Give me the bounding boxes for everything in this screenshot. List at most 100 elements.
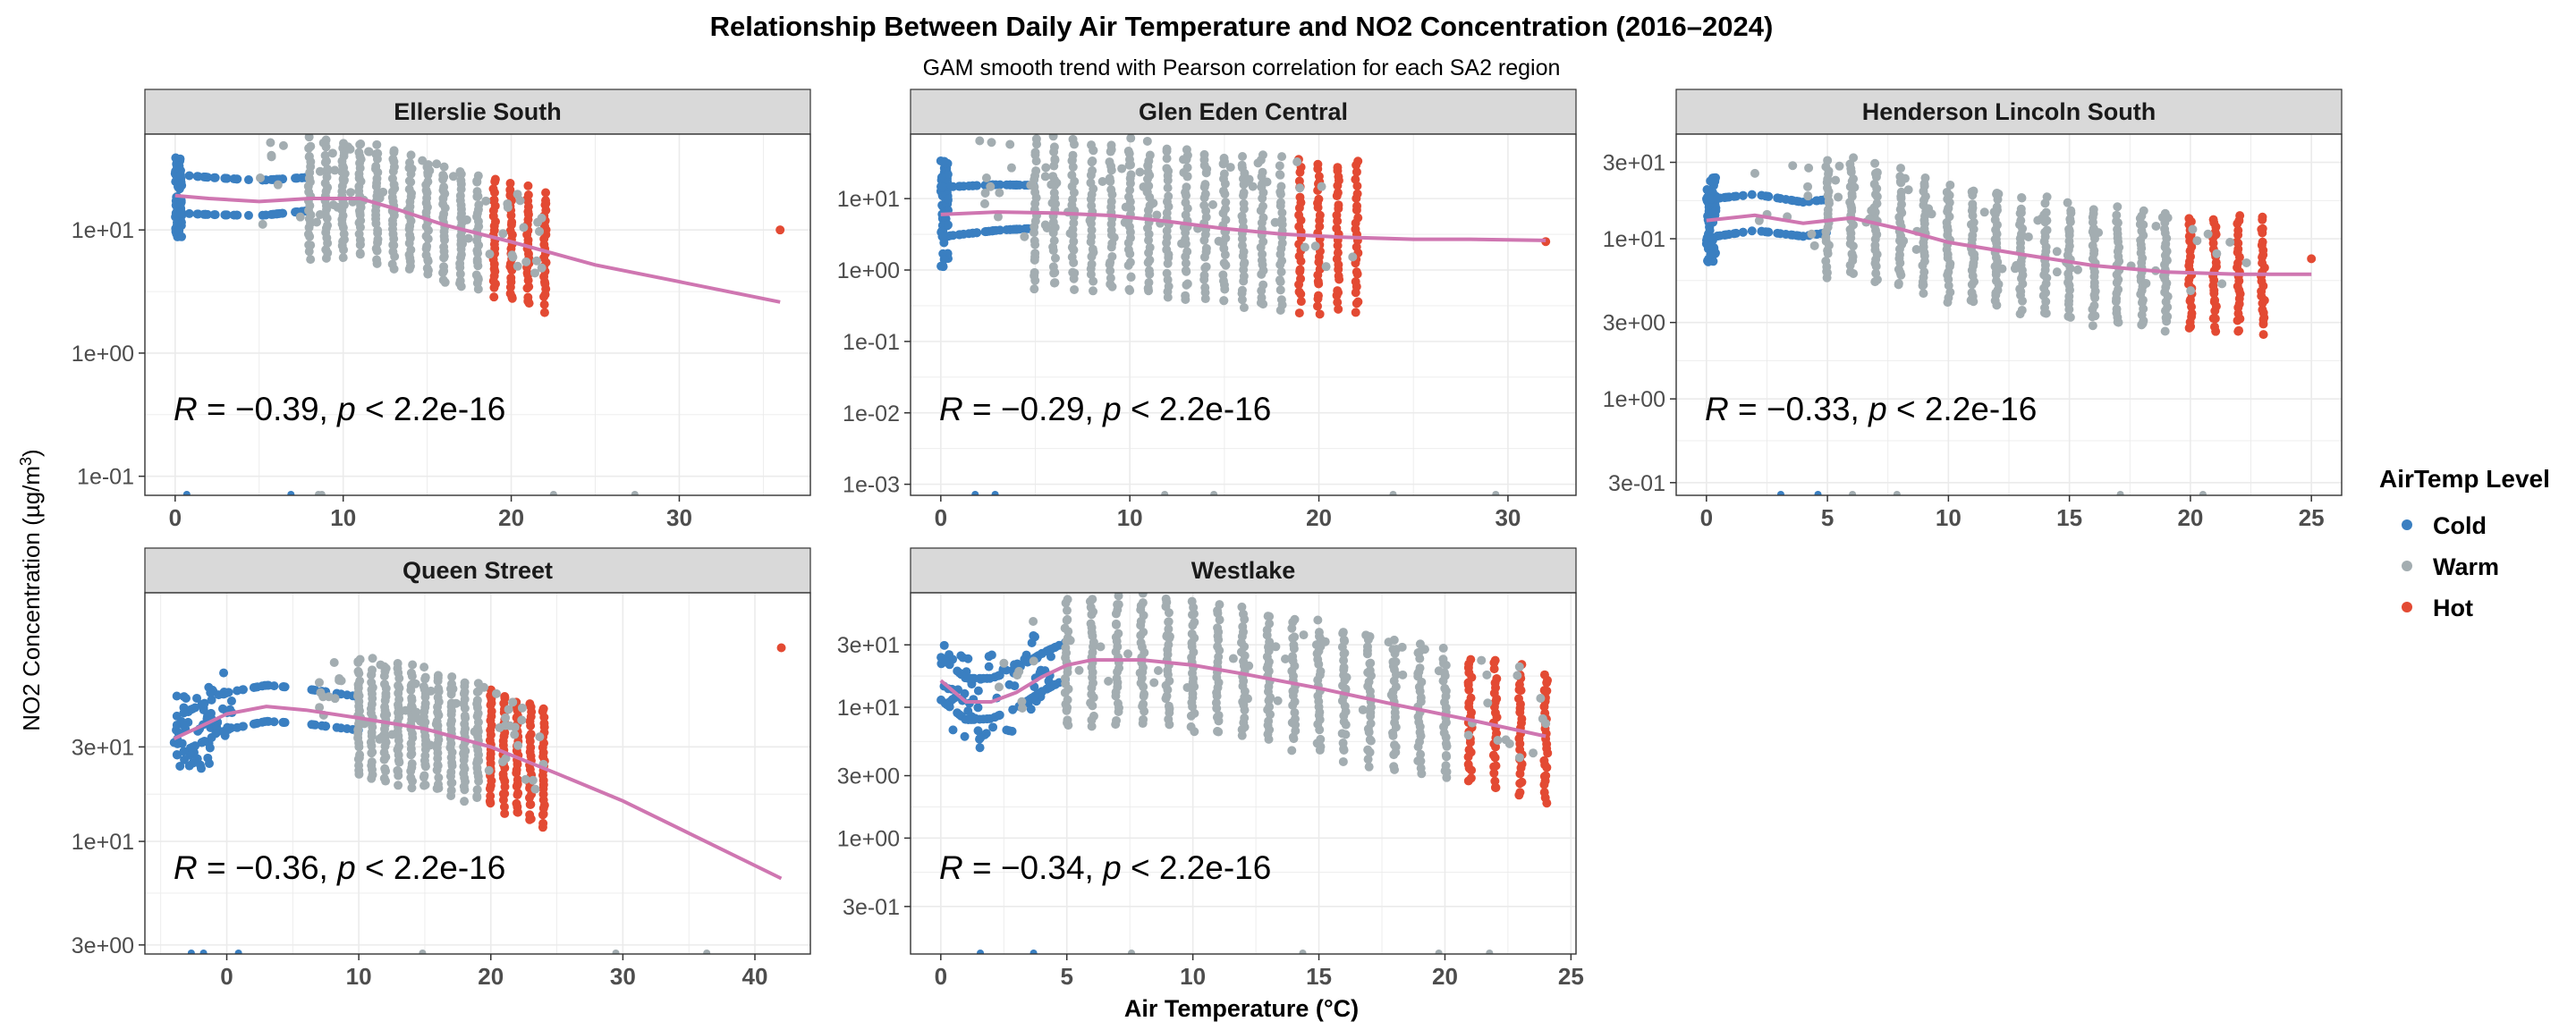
data-point <box>1342 672 1352 682</box>
data-point <box>498 229 508 239</box>
data-point <box>411 679 420 688</box>
data-point <box>987 138 996 148</box>
y-axis-label: NO2 Concentration (µg/m3) <box>17 449 45 730</box>
annotation-r-symbol: R <box>174 849 198 886</box>
data-point <box>192 172 202 182</box>
data-point <box>315 703 325 713</box>
data-point <box>471 270 481 280</box>
data-point <box>1313 276 1323 286</box>
data-point <box>419 663 429 672</box>
data-point <box>1201 243 1211 253</box>
data-point <box>1237 285 1247 295</box>
data-point <box>1088 595 1097 604</box>
data-point <box>1145 242 1155 252</box>
data-point <box>207 695 216 705</box>
data-point <box>426 686 436 696</box>
data-point <box>1126 134 1136 143</box>
data-point <box>1049 142 1059 152</box>
data-point <box>433 671 443 680</box>
data-point <box>1030 950 1038 954</box>
annotation-r-symbol: R <box>939 849 963 886</box>
data-point <box>1438 643 1448 653</box>
data-point <box>549 491 557 495</box>
data-point <box>1804 163 1814 173</box>
data-point <box>199 950 208 954</box>
data-point <box>1414 667 1424 677</box>
data-point <box>269 681 279 691</box>
data-point <box>1294 287 1304 297</box>
data-point <box>1275 161 1284 171</box>
data-point <box>2114 284 2123 294</box>
data-point <box>1030 691 1039 701</box>
data-point <box>1945 180 1955 190</box>
data-point <box>1463 759 1473 769</box>
data-point <box>1541 771 1551 781</box>
data-point <box>458 239 468 249</box>
data-point <box>455 190 465 200</box>
data-point <box>1105 173 1114 183</box>
data-point <box>2151 221 2161 231</box>
data-point <box>1352 299 1361 308</box>
data-point <box>371 162 381 172</box>
data-point <box>1258 249 1267 259</box>
data-point <box>1126 170 1136 180</box>
data-point <box>1529 748 1538 758</box>
data-point <box>345 188 355 198</box>
data-point <box>940 656 950 666</box>
data-point <box>407 701 417 711</box>
data-point <box>943 220 953 230</box>
data-point <box>2209 322 2219 332</box>
data-point <box>1831 175 1841 185</box>
data-point <box>382 710 392 720</box>
data-point <box>1338 629 1348 638</box>
data-point <box>1849 174 1859 184</box>
data-point <box>956 651 966 661</box>
data-point <box>1292 157 1302 167</box>
data-point <box>1123 649 1133 659</box>
data-point <box>1026 181 1036 190</box>
data-point <box>420 698 430 708</box>
data-point <box>1295 183 1305 193</box>
data-point <box>1273 696 1283 705</box>
data-point <box>472 791 482 801</box>
data-point <box>1162 268 1172 278</box>
data-point <box>1179 167 1189 177</box>
annotation-r-value: = −0.33, <box>1729 391 1868 427</box>
data-point <box>991 491 999 495</box>
data-point <box>1896 164 1906 173</box>
data-point <box>976 733 986 743</box>
data-point <box>1186 722 1196 731</box>
data-point <box>505 179 515 189</box>
data-point <box>531 256 541 266</box>
data-point <box>1113 698 1123 708</box>
data-point <box>2258 305 2267 315</box>
panel-henderson-lincoln-south: Henderson Lincoln South R = −0.33, p < 2.… <box>1603 89 2343 531</box>
data-point <box>1258 150 1267 160</box>
data-point <box>491 688 501 698</box>
x-tick-label: 5 <box>1821 504 1834 531</box>
legend: AirTemp Level Cold Warm Hot <box>2379 465 2550 621</box>
facet-strip <box>1675 89 2343 135</box>
x-tick-label: 0 <box>1700 504 1713 531</box>
data-point <box>530 784 540 794</box>
data-point <box>243 210 253 220</box>
x-tick-label: 20 <box>2177 504 2203 531</box>
y-tick-label: 3e+00 <box>1603 311 1665 336</box>
data-point <box>1706 176 1716 186</box>
data-point <box>210 210 220 220</box>
data-point <box>345 144 355 154</box>
data-point <box>2217 279 2227 289</box>
data-point <box>1299 630 1309 640</box>
data-point <box>1979 207 1989 217</box>
data-point <box>354 705 364 715</box>
data-point <box>1087 689 1097 699</box>
data-point <box>1809 241 1819 250</box>
data-point <box>1903 185 1913 195</box>
data-point <box>960 731 970 741</box>
data-point <box>460 711 470 721</box>
x-tick-label: 30 <box>1495 504 1521 531</box>
data-point <box>307 685 317 695</box>
data-point <box>1144 277 1154 287</box>
data-point <box>966 714 976 724</box>
data-point <box>2139 206 2148 215</box>
